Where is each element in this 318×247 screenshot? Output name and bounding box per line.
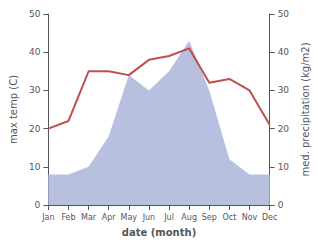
svg-text:Feb: Feb bbox=[61, 213, 75, 222]
svg-text:30: 30 bbox=[29, 85, 41, 95]
svg-text:20: 20 bbox=[29, 124, 41, 134]
svg-text:May: May bbox=[121, 213, 138, 222]
svg-text:Dec: Dec bbox=[262, 213, 277, 222]
svg-text:10: 10 bbox=[278, 162, 290, 172]
svg-text:Aug: Aug bbox=[181, 213, 197, 222]
svg-text:med. precipitation (kg/m2): med. precipitation (kg/m2) bbox=[300, 42, 311, 176]
svg-text:0: 0 bbox=[278, 200, 284, 210]
svg-text:Jun: Jun bbox=[142, 213, 156, 222]
svg-text:max temp (C): max temp (C) bbox=[8, 75, 19, 144]
svg-text:Nov: Nov bbox=[242, 213, 258, 222]
svg-text:20: 20 bbox=[278, 124, 290, 134]
svg-text:Jul: Jul bbox=[163, 213, 174, 222]
svg-text:Oct: Oct bbox=[222, 213, 236, 222]
svg-text:30: 30 bbox=[278, 85, 290, 95]
svg-text:50: 50 bbox=[278, 9, 290, 19]
svg-text:Apr: Apr bbox=[102, 213, 117, 222]
svg-text:Mar: Mar bbox=[81, 213, 97, 222]
svg-text:50: 50 bbox=[29, 9, 41, 19]
svg-text:0: 0 bbox=[35, 200, 41, 210]
svg-text:10: 10 bbox=[29, 162, 41, 172]
svg-text:40: 40 bbox=[278, 47, 290, 57]
svg-text:Jan: Jan bbox=[41, 213, 54, 222]
svg-text:40: 40 bbox=[29, 47, 41, 57]
svg-text:date (month): date (month) bbox=[122, 227, 196, 238]
svg-text:Sep: Sep bbox=[202, 213, 217, 222]
